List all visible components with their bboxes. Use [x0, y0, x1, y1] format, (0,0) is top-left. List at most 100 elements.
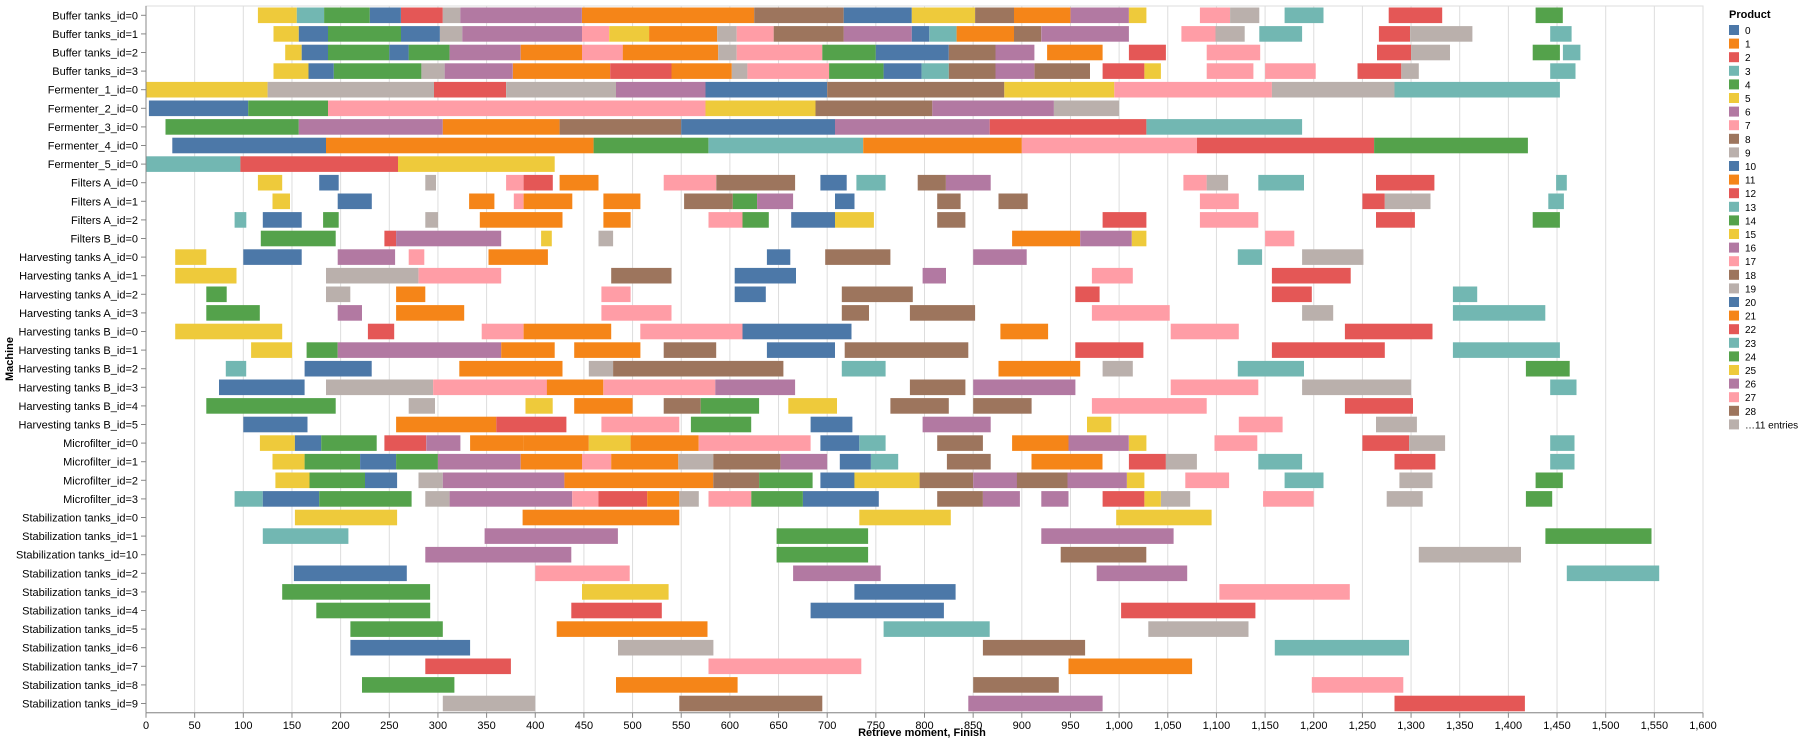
y-tick-label: Harvesting tanks A_id=0	[19, 252, 138, 264]
task-bar-product-1	[488, 249, 548, 265]
task-bar-product-9	[1165, 453, 1197, 470]
task-bar-product-0	[365, 472, 398, 489]
task-bar-product-4	[206, 305, 260, 321]
y-tick-label: Harvesting tanks B_id=5	[18, 420, 138, 432]
task-bar-product-7	[1021, 137, 1197, 154]
task-bar-product-7	[1219, 584, 1350, 600]
task-bar-product-6	[757, 193, 794, 210]
task-bar-product-7	[601, 286, 631, 303]
task-bar-product-0	[810, 602, 944, 619]
legend-title: Product	[1729, 9, 1771, 21]
task-bar-product-3	[262, 528, 349, 544]
legend-label: 1	[1745, 40, 1751, 51]
x-tick-label: 850	[964, 720, 982, 732]
task-bar-product-4	[319, 491, 412, 507]
legend-swatch	[1729, 419, 1739, 430]
task-bar-product-1	[603, 193, 641, 210]
x-tick-label: 650	[769, 720, 787, 732]
task-bar-product-4	[362, 677, 455, 693]
task-bar-product-9	[1399, 472, 1433, 489]
task-bar-product-7	[1265, 63, 1316, 79]
task-bar-product-6	[973, 379, 1076, 396]
task-bar-product-6	[835, 119, 990, 135]
x-tick-label: 750	[867, 720, 885, 732]
task-bar-product-1	[998, 360, 1081, 377]
x-axis-title: Retrieve moment, Finish	[858, 727, 986, 739]
task-bar-product-6	[982, 491, 1020, 507]
task-bar-product-5	[273, 26, 299, 42]
y-tick-label: Filters A_id=0	[71, 178, 138, 190]
task-bar-product-7	[328, 100, 706, 117]
task-bar-product-3	[225, 360, 247, 377]
y-tick-label: Harvesting tanks B_id=1	[18, 345, 138, 357]
task-bar-product-4	[700, 398, 760, 414]
task-bar-product-3	[929, 26, 957, 42]
legend-swatch	[1729, 405, 1739, 416]
task-bar-product-7	[535, 565, 630, 582]
task-bar-product-8	[716, 174, 796, 191]
task-bar-product-5	[1004, 81, 1115, 98]
task-bar-product-4	[751, 491, 803, 507]
task-bar-product-1	[630, 435, 699, 451]
task-bar-product-8	[982, 639, 1086, 656]
x-tick-label: 1,150	[1251, 720, 1279, 732]
x-tick-label: 1,600	[1689, 720, 1717, 732]
task-bar-product-0	[766, 342, 835, 358]
task-bar-product-4	[350, 621, 443, 637]
task-bar-product-6	[1068, 435, 1129, 451]
task-bar-product-7	[1091, 398, 1207, 414]
task-bar-product-3	[234, 212, 247, 228]
task-bar-product-0	[802, 491, 879, 507]
task-bar-product-2	[1362, 193, 1385, 210]
task-bar-product-3	[708, 137, 864, 154]
task-bar-product-3	[1452, 342, 1560, 358]
task-bar-product-3	[296, 7, 324, 24]
task-bar-product-5	[1131, 230, 1147, 247]
task-bar-product-3	[1258, 453, 1303, 470]
task-bar-product-0	[337, 193, 372, 210]
task-bar-product-1	[863, 137, 1022, 154]
task-bar-product-4	[316, 602, 431, 619]
task-bar-product-5	[175, 323, 283, 340]
y-tick-label: Fermenter_3_id=0	[48, 122, 138, 134]
task-bar-product-9	[439, 26, 463, 42]
task-bar-product-4	[1525, 491, 1553, 507]
task-bar-product-1	[522, 509, 680, 526]
legend-label: 9	[1745, 148, 1751, 159]
task-bar-product-6	[449, 491, 573, 507]
task-bar-product-2	[610, 63, 672, 79]
x-tick-label: 400	[526, 720, 544, 732]
task-bar-product-5	[525, 398, 553, 414]
task-bar-product-0	[820, 472, 855, 489]
task-bar-product-8	[937, 435, 983, 451]
task-bar-product-7	[1170, 379, 1259, 396]
task-bar-product-1	[1068, 658, 1193, 675]
x-tick-label: 1,100	[1203, 720, 1231, 732]
task-bar-product-1	[574, 398, 633, 414]
task-bar-product-7	[1265, 230, 1295, 247]
task-bar-product-6	[460, 7, 582, 24]
task-bar-product-2	[1128, 44, 1166, 61]
task-bar-product-7	[1199, 193, 1239, 210]
task-bar-product-4	[742, 212, 769, 228]
x-tick-label: 1,500	[1592, 720, 1620, 732]
task-bar-product-6	[337, 249, 396, 265]
x-tick-label: 1,400	[1495, 720, 1523, 732]
task-bar-product-9	[1102, 360, 1133, 377]
task-bar-product-1	[616, 677, 738, 693]
task-bar-product-0	[301, 44, 328, 61]
task-bar-product-2	[1344, 323, 1433, 340]
task-bar-product-9	[1271, 81, 1395, 98]
task-bar-product-9	[1386, 491, 1423, 507]
legend-label: 13	[1745, 203, 1757, 214]
task-bar-product-7	[433, 379, 547, 396]
task-bar-product-3	[1394, 81, 1560, 98]
legend-swatch	[1729, 52, 1739, 63]
task-bar-product-7	[1199, 7, 1231, 24]
task-bar-product-5	[275, 472, 310, 489]
task-bar-product-4	[1532, 212, 1560, 228]
task-bar-product-3	[1550, 26, 1572, 42]
task-bar-product-7	[747, 63, 830, 79]
x-tick-label: 600	[721, 720, 739, 732]
task-bar-product-2	[1197, 137, 1375, 154]
